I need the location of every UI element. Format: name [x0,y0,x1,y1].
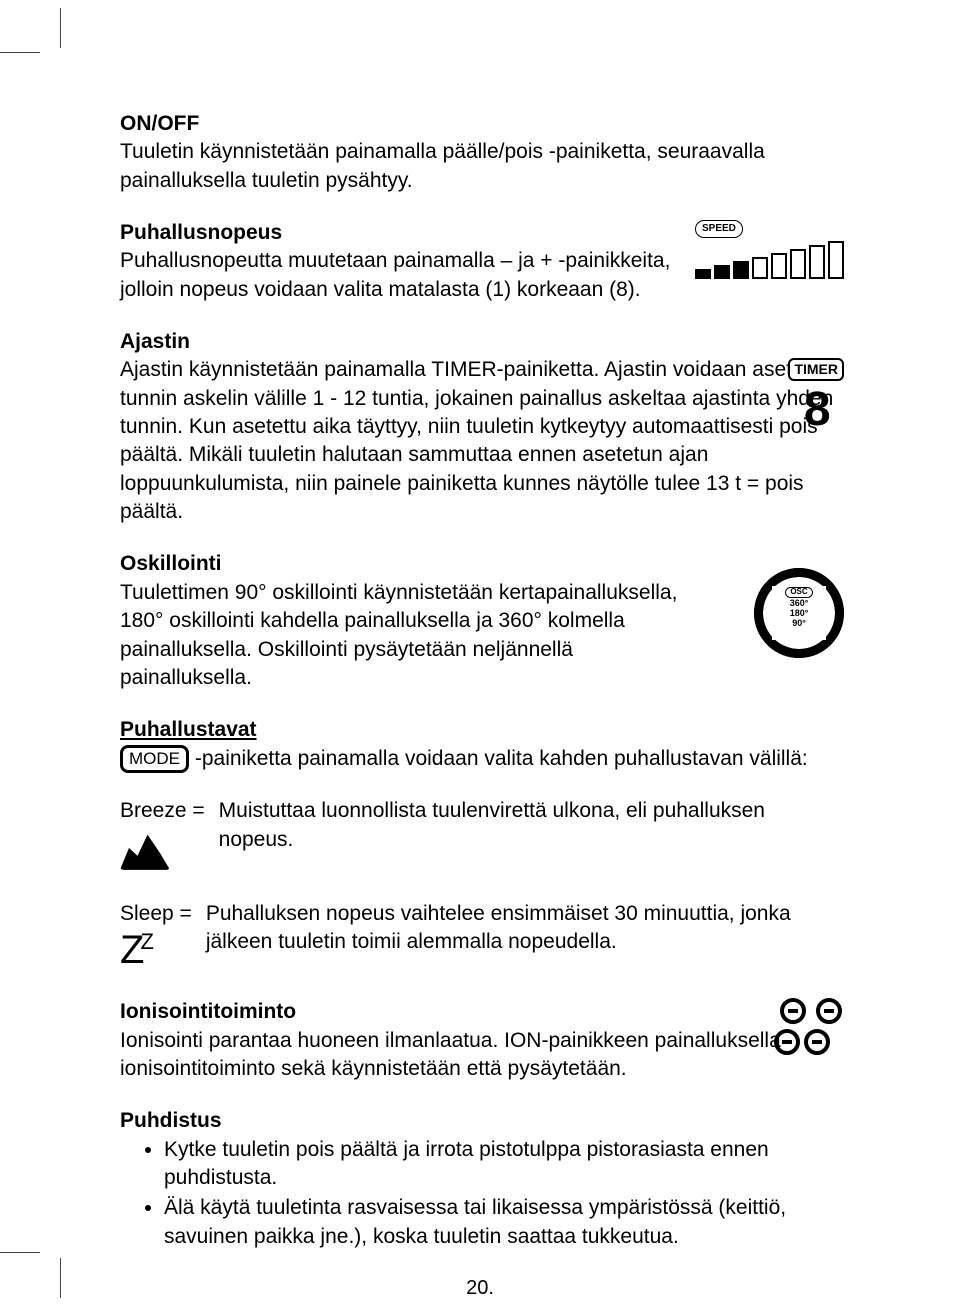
speed-icon: SPEED [695,211,844,279]
osc-center: OSC 360° 180° 90° [772,586,826,640]
speed-bar [752,257,768,279]
speed-bar [771,253,787,279]
crop-mark [60,8,61,48]
mountain-icon [120,830,170,870]
crop-mark [60,1258,61,1298]
page-content: ON/OFF Tuuletin käynnistetään painamalla… [120,110,840,1302]
mode-breeze-label: Breeze = [120,797,205,825]
heading-onoff: ON/OFF [120,110,840,138]
osc-360: 360° [790,598,809,608]
sleep-icon: ZZ [120,934,192,966]
speed-bar [695,269,711,279]
section-osc: OSC 360° 180° 90° Oskillointi Tuulettime… [120,550,840,692]
crop-mark [0,1252,40,1253]
speed-bar [828,241,844,279]
body-speed-line1: Puhallusnopeutta muutetaan painamalla – … [120,247,680,304]
clean-item: Kytke tuuletin pois päältä ja irrota pis… [164,1136,840,1193]
osc-icon: OSC 360° 180° 90° [754,568,844,658]
speed-bars [695,241,844,279]
speed-bar [714,265,730,279]
body-osc: Tuulettimen 90° oskillointi käynnistetää… [120,579,710,692]
mode-breeze-row: Breeze = Muistuttaa luonnollista tuulenv… [120,797,840,869]
timer-icon: TIMER 8 [788,354,844,434]
ion-icon [780,998,806,1024]
mode-sleep-row: Sleep = ZZ Puhalluksen nopeus vaihtelee … [120,900,840,966]
section-speed: SPEED Puhallusnopeus Puhallusnopeutta mu… [120,219,840,304]
heading-timer: Ajastin [120,328,840,356]
section-ion: Ionisointitoiminto Ionisointi parantaa h… [120,998,840,1083]
timer-digit: 8 [788,386,844,434]
body-speed: Puhallusnopeutta muutetaan painamalla – … [120,249,670,300]
section-onoff: ON/OFF Tuuletin käynnistetään painamalla… [120,110,840,195]
osc-180: 180° [790,608,809,618]
heading-ion: Ionisointitoiminto [120,998,840,1026]
section-modes: Puhallustavat MODE -painiketta painamall… [120,716,840,966]
ion-icon-group [744,998,844,1063]
page-number: 20. [120,1275,840,1302]
body-timer: Ajastin käynnistetään painamalla TIMER-p… [120,356,840,526]
mode-sleep-label: Sleep = [120,900,192,928]
section-timer: TIMER 8 Ajastin Ajastin käynnistetään pa… [120,328,840,526]
heading-osc: Oskillointi [120,550,840,578]
ion-icon [816,998,842,1024]
osc-90: 90° [792,618,806,628]
crop-mark [0,52,40,53]
body-ion: Ionisointi parantaa huoneen ilmanlaatua.… [120,1027,840,1084]
mode-sleep-body: Puhalluksen nopeus vaihtelee ensimmäiset… [206,900,840,957]
heading-modes: Puhallustavat [120,716,840,744]
speed-bar [733,261,749,279]
section-clean: Puhdistus Kytke tuuletin pois päältä ja … [120,1107,840,1251]
heading-clean: Puhdistus [120,1107,840,1135]
sleep-z-small: Z [140,929,153,954]
speed-badge: SPEED [695,220,743,238]
timer-badge: TIMER [788,358,844,381]
speed-bar [809,245,825,279]
speed-bar [790,249,806,279]
osc-badge: OSC [785,587,812,598]
body-onoff: Tuuletin käynnistetään painamalla päälle… [120,138,840,195]
modes-intro-line: MODE -painiketta painamalla voidaan vali… [120,745,840,774]
mode-sleep-col: Sleep = ZZ [120,900,192,966]
ion-icon [774,1029,800,1055]
modes-intro: -painiketta painamalla voidaan valita ka… [195,747,808,770]
mode-breeze-body: Muistuttaa luonnollista tuulenvirettä ul… [219,797,840,854]
mode-badge: MODE [120,745,189,774]
mode-breeze-col: Breeze = [120,797,205,869]
clean-list: Kytke tuuletin pois päältä ja irrota pis… [120,1136,840,1251]
clean-item: Älä käytä tuuletinta rasvaisessa tai lik… [164,1194,840,1251]
ion-icon [804,1029,830,1055]
